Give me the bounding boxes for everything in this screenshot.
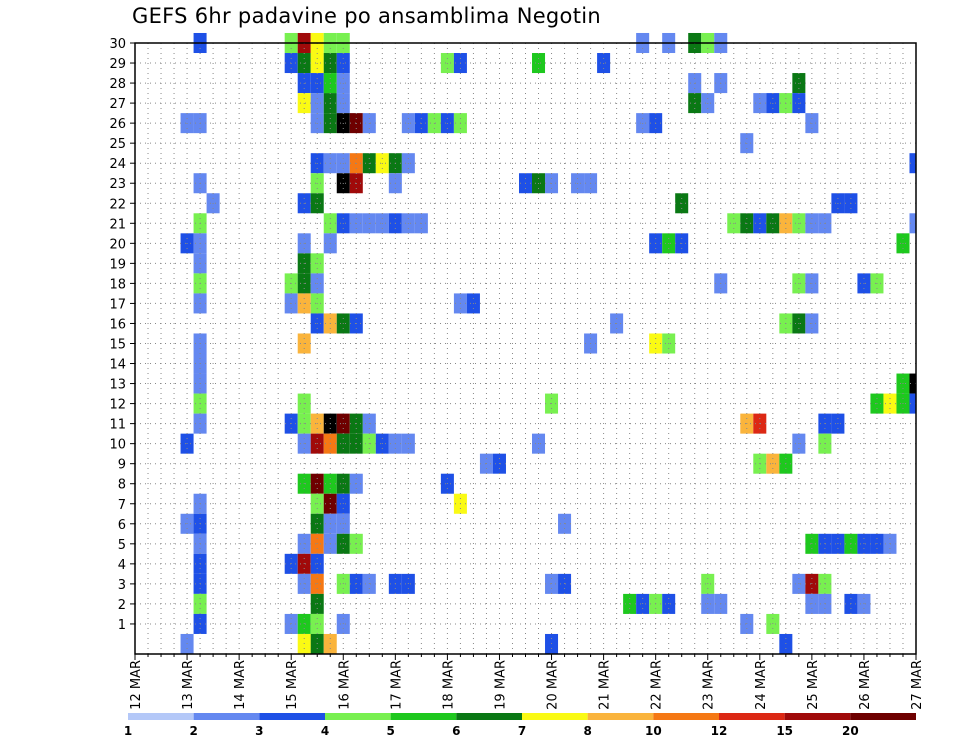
colorbar-label: 15 xyxy=(776,724,793,738)
x-tick-label: 15 MAR xyxy=(285,660,300,710)
x-tick-label: 20 MAR xyxy=(546,660,561,710)
y-tick-label: 5 xyxy=(118,538,126,553)
colorbar-label: 20 xyxy=(842,724,859,738)
grid-lines xyxy=(135,42,916,654)
y-tick-label: 14 xyxy=(109,358,126,373)
y-tick-label: 28 xyxy=(109,77,126,92)
colorbar-swatch xyxy=(456,713,522,720)
heatmap-cell xyxy=(909,373,916,394)
y-tick-label: 1 xyxy=(118,618,126,633)
colorbar-swatch xyxy=(259,713,325,720)
y-tick-label: 26 xyxy=(109,117,126,132)
colorbar-label: 8 xyxy=(583,724,591,738)
y-tick-label: 29 xyxy=(109,57,126,72)
colorbar-swatch xyxy=(850,713,916,720)
y-tick-label: 6 xyxy=(118,518,126,533)
colorbar: 1 2 3 4 5 6 7 8 10 12 15 20 xyxy=(124,713,916,738)
y-tick-label: 18 xyxy=(109,277,126,292)
colorbar-label: 1 xyxy=(124,724,132,738)
colorbar-swatch xyxy=(128,713,194,720)
colorbar-label: 10 xyxy=(645,724,662,738)
x-tick-label: 16 MAR xyxy=(337,660,352,710)
x-tick-label: 24 MAR xyxy=(754,660,769,710)
y-tick-label: 4 xyxy=(118,558,126,573)
heatmap-cell xyxy=(909,393,916,414)
colorbar-swatch xyxy=(719,713,785,720)
y-tick-label: 7 xyxy=(118,498,126,513)
x-tick-label: 17 MAR xyxy=(389,660,404,710)
y-tick-label: 17 xyxy=(109,297,126,312)
y-tick-label: 23 xyxy=(109,177,126,192)
chart-title: GEFS 6hr padavine po ansamblima Negotin xyxy=(132,4,601,28)
x-tick-label: 27 MAR xyxy=(910,660,925,710)
colorbar-swatch xyxy=(325,713,391,720)
y-tick-label: 2 xyxy=(118,598,126,613)
y-tick-label: 20 xyxy=(109,237,126,252)
colorbar-swatch xyxy=(522,713,588,720)
x-tick-label: 18 MAR xyxy=(441,660,456,710)
y-tick-label: 27 xyxy=(109,97,126,112)
colorbar-swatch xyxy=(193,713,260,720)
colorbar-swatch xyxy=(587,713,654,720)
x-tick-label: 22 MAR xyxy=(650,660,665,710)
x-tick-label: 25 MAR xyxy=(806,660,821,710)
x-tick-label: 19 MAR xyxy=(493,660,508,710)
y-tick-label: 30 xyxy=(109,37,126,52)
x-tick-label: 21 MAR xyxy=(598,660,613,710)
heatmap-cell xyxy=(909,153,916,174)
colorbar-label: 12 xyxy=(711,724,728,738)
y-tick-label: 13 xyxy=(109,378,126,393)
y-tick-label: 16 xyxy=(109,317,126,332)
x-tick-label: 23 MAR xyxy=(702,660,717,710)
y-tick-label: 11 xyxy=(109,418,126,433)
colorbar-label: 2 xyxy=(189,724,197,738)
x-tick-label: 14 MAR xyxy=(233,660,248,710)
y-tick-label: 21 xyxy=(109,217,126,232)
y-tick-label: 15 xyxy=(109,337,126,352)
colorbar-label: 6 xyxy=(452,724,460,738)
colorbar-label: 4 xyxy=(321,724,329,738)
y-tick-label: 12 xyxy=(109,398,126,413)
x-tick-label: 13 MAR xyxy=(181,660,196,710)
y-tick-label: 10 xyxy=(109,438,126,453)
y-tick-label: 24 xyxy=(109,157,126,172)
y-tick-label: 19 xyxy=(109,257,126,272)
y-tick-label: 25 xyxy=(109,137,126,152)
y-tick-label: 3 xyxy=(118,578,126,593)
y-tick-label: 22 xyxy=(109,197,126,212)
colorbar-label: 3 xyxy=(255,724,263,738)
x-tick-label: 26 MAR xyxy=(858,660,873,710)
x-tick-label: 12 MAR xyxy=(129,660,144,710)
y-tick-label: 8 xyxy=(118,478,126,493)
colorbar-swatch xyxy=(653,713,719,720)
y-axis: 1234567891011121314151617181920212223242… xyxy=(109,37,135,633)
colorbar-label: 7 xyxy=(518,724,526,738)
colorbar-swatch xyxy=(784,713,851,720)
colorbar-swatch xyxy=(390,713,457,720)
x-axis: 12 MAR 13 MAR 14 MAR 15 MAR 16 MAR 17 MAR 18 M… xyxy=(129,654,925,710)
y-tick-label: 9 xyxy=(118,458,126,473)
colorbar-label: 5 xyxy=(386,724,394,738)
heatmap-cell xyxy=(909,213,916,234)
